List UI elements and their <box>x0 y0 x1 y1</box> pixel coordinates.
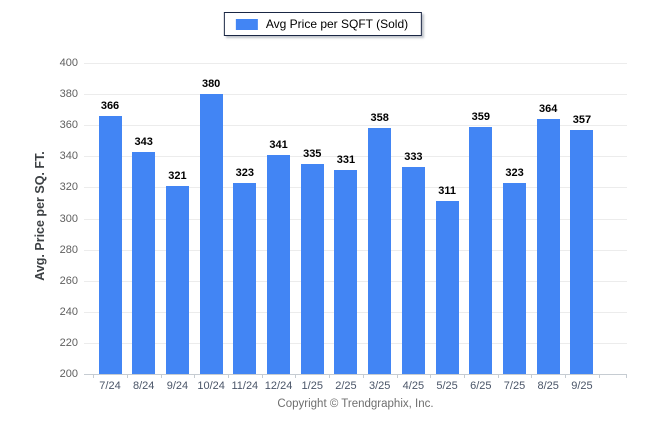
legend: Avg Price per SQFT (Sold) <box>223 12 423 36</box>
bar-value-label: 323 <box>235 166 255 179</box>
x-axis-tick <box>261 374 263 378</box>
x-tick-label: 7/24 <box>99 380 121 392</box>
y-tick-label: 260 <box>59 274 78 287</box>
bar-9-24 <box>165 185 189 374</box>
x-tick-label: 9/25 <box>571 380 593 392</box>
bar-value-label: 323 <box>505 166 524 179</box>
bar-4-25 <box>401 167 425 374</box>
x-axis-tick <box>396 374 398 378</box>
bar-2-25 <box>334 170 358 374</box>
x-tick-label: 11/24 <box>231 380 259 392</box>
bar-value-label: 380 <box>201 78 221 91</box>
bar-value-label: 358 <box>370 112 389 125</box>
x-axis-tick <box>598 374 600 378</box>
x-tick-label: 8/24 <box>132 380 155 392</box>
gridline <box>84 94 627 96</box>
y-tick-label: 220 <box>59 336 78 349</box>
bar-7-25 <box>503 182 527 374</box>
x-axis-tick <box>497 374 499 378</box>
x-tick-label: 4/25 <box>402 380 425 392</box>
x-axis-tick <box>531 374 533 378</box>
y-tick-label: 360 <box>59 119 78 132</box>
bar-value-label: 311 <box>438 185 456 198</box>
bar-value-label: 366 <box>100 99 120 112</box>
bar-value-label: 321 <box>168 169 187 182</box>
x-tick-label: 5/25 <box>436 380 458 392</box>
x-axis-tick <box>362 374 364 378</box>
bar-7-24 <box>98 115 122 374</box>
y-tick-label: 300 <box>59 212 78 225</box>
bar-12-24 <box>267 154 291 374</box>
bar-6-25 <box>469 126 493 374</box>
bar-9-25 <box>570 129 594 374</box>
bar-value-label: 341 <box>269 138 288 151</box>
y-tick-label: 320 <box>59 181 78 194</box>
x-tick-label: 6/25 <box>470 380 492 392</box>
bar-5-25 <box>435 201 459 374</box>
bar-value-label: 333 <box>404 151 423 164</box>
plot-area: 366 7/24 343 8/24 321 9/24 380 10/24 323 11/24 341… <box>84 63 627 392</box>
bar-11-24 <box>233 182 257 374</box>
x-axis-tick <box>626 374 627 378</box>
x-axis-tick <box>227 374 229 378</box>
x-axis-tick <box>329 374 331 378</box>
bar-10-24 <box>199 94 223 374</box>
bar-8-24 <box>132 151 156 374</box>
x-tick-label: 7/25 <box>503 380 526 392</box>
bar-value-label: 364 <box>539 102 558 115</box>
bar-value-label: 357 <box>572 113 592 126</box>
y-tick-label: 380 <box>59 88 78 101</box>
x-tick-label: 10/24 <box>197 380 225 392</box>
x-axis-line <box>84 374 627 375</box>
legend-label: Avg Price per SQFT (Sold) <box>265 17 409 31</box>
gridline <box>84 156 627 158</box>
x-tick-label: 1/25 <box>301 380 323 392</box>
gridline <box>84 63 627 64</box>
bar-value-label: 343 <box>134 135 153 148</box>
bar-8-25 <box>536 118 560 374</box>
x-tick-label: 9/24 <box>166 380 189 392</box>
y-tick-label: 340 <box>59 150 78 163</box>
x-axis-tick <box>160 374 162 378</box>
legend-swatch <box>235 18 258 30</box>
x-axis-tick <box>295 374 297 378</box>
x-axis-tick <box>463 374 465 378</box>
bar-value-label: 331 <box>336 154 356 167</box>
bar-3-25 <box>368 128 392 374</box>
x-tick-label: 3/25 <box>368 380 391 392</box>
x-axis-tick <box>93 374 95 378</box>
x-axis-tick <box>565 374 567 378</box>
x-axis-tick <box>430 374 432 378</box>
y-tick-label: 280 <box>59 243 78 256</box>
bar-1-25 <box>300 164 324 374</box>
gridline <box>84 125 627 127</box>
bar-value-label: 335 <box>303 148 322 161</box>
bar-value-label: 359 <box>471 110 490 123</box>
x-axis-tick <box>126 374 128 378</box>
x-tick-label: 2/25 <box>335 380 357 392</box>
x-axis-tick <box>194 374 196 378</box>
copyright-text: Copyright © Trendgraphix, Inc. <box>277 398 434 410</box>
y-tick-label: 240 <box>59 305 78 318</box>
y-tick-label: 400 <box>59 57 78 69</box>
y-tick-label: 200 <box>59 368 78 380</box>
x-tick-label: 8/25 <box>537 380 559 392</box>
x-tick-label: 12/24 <box>264 380 293 392</box>
